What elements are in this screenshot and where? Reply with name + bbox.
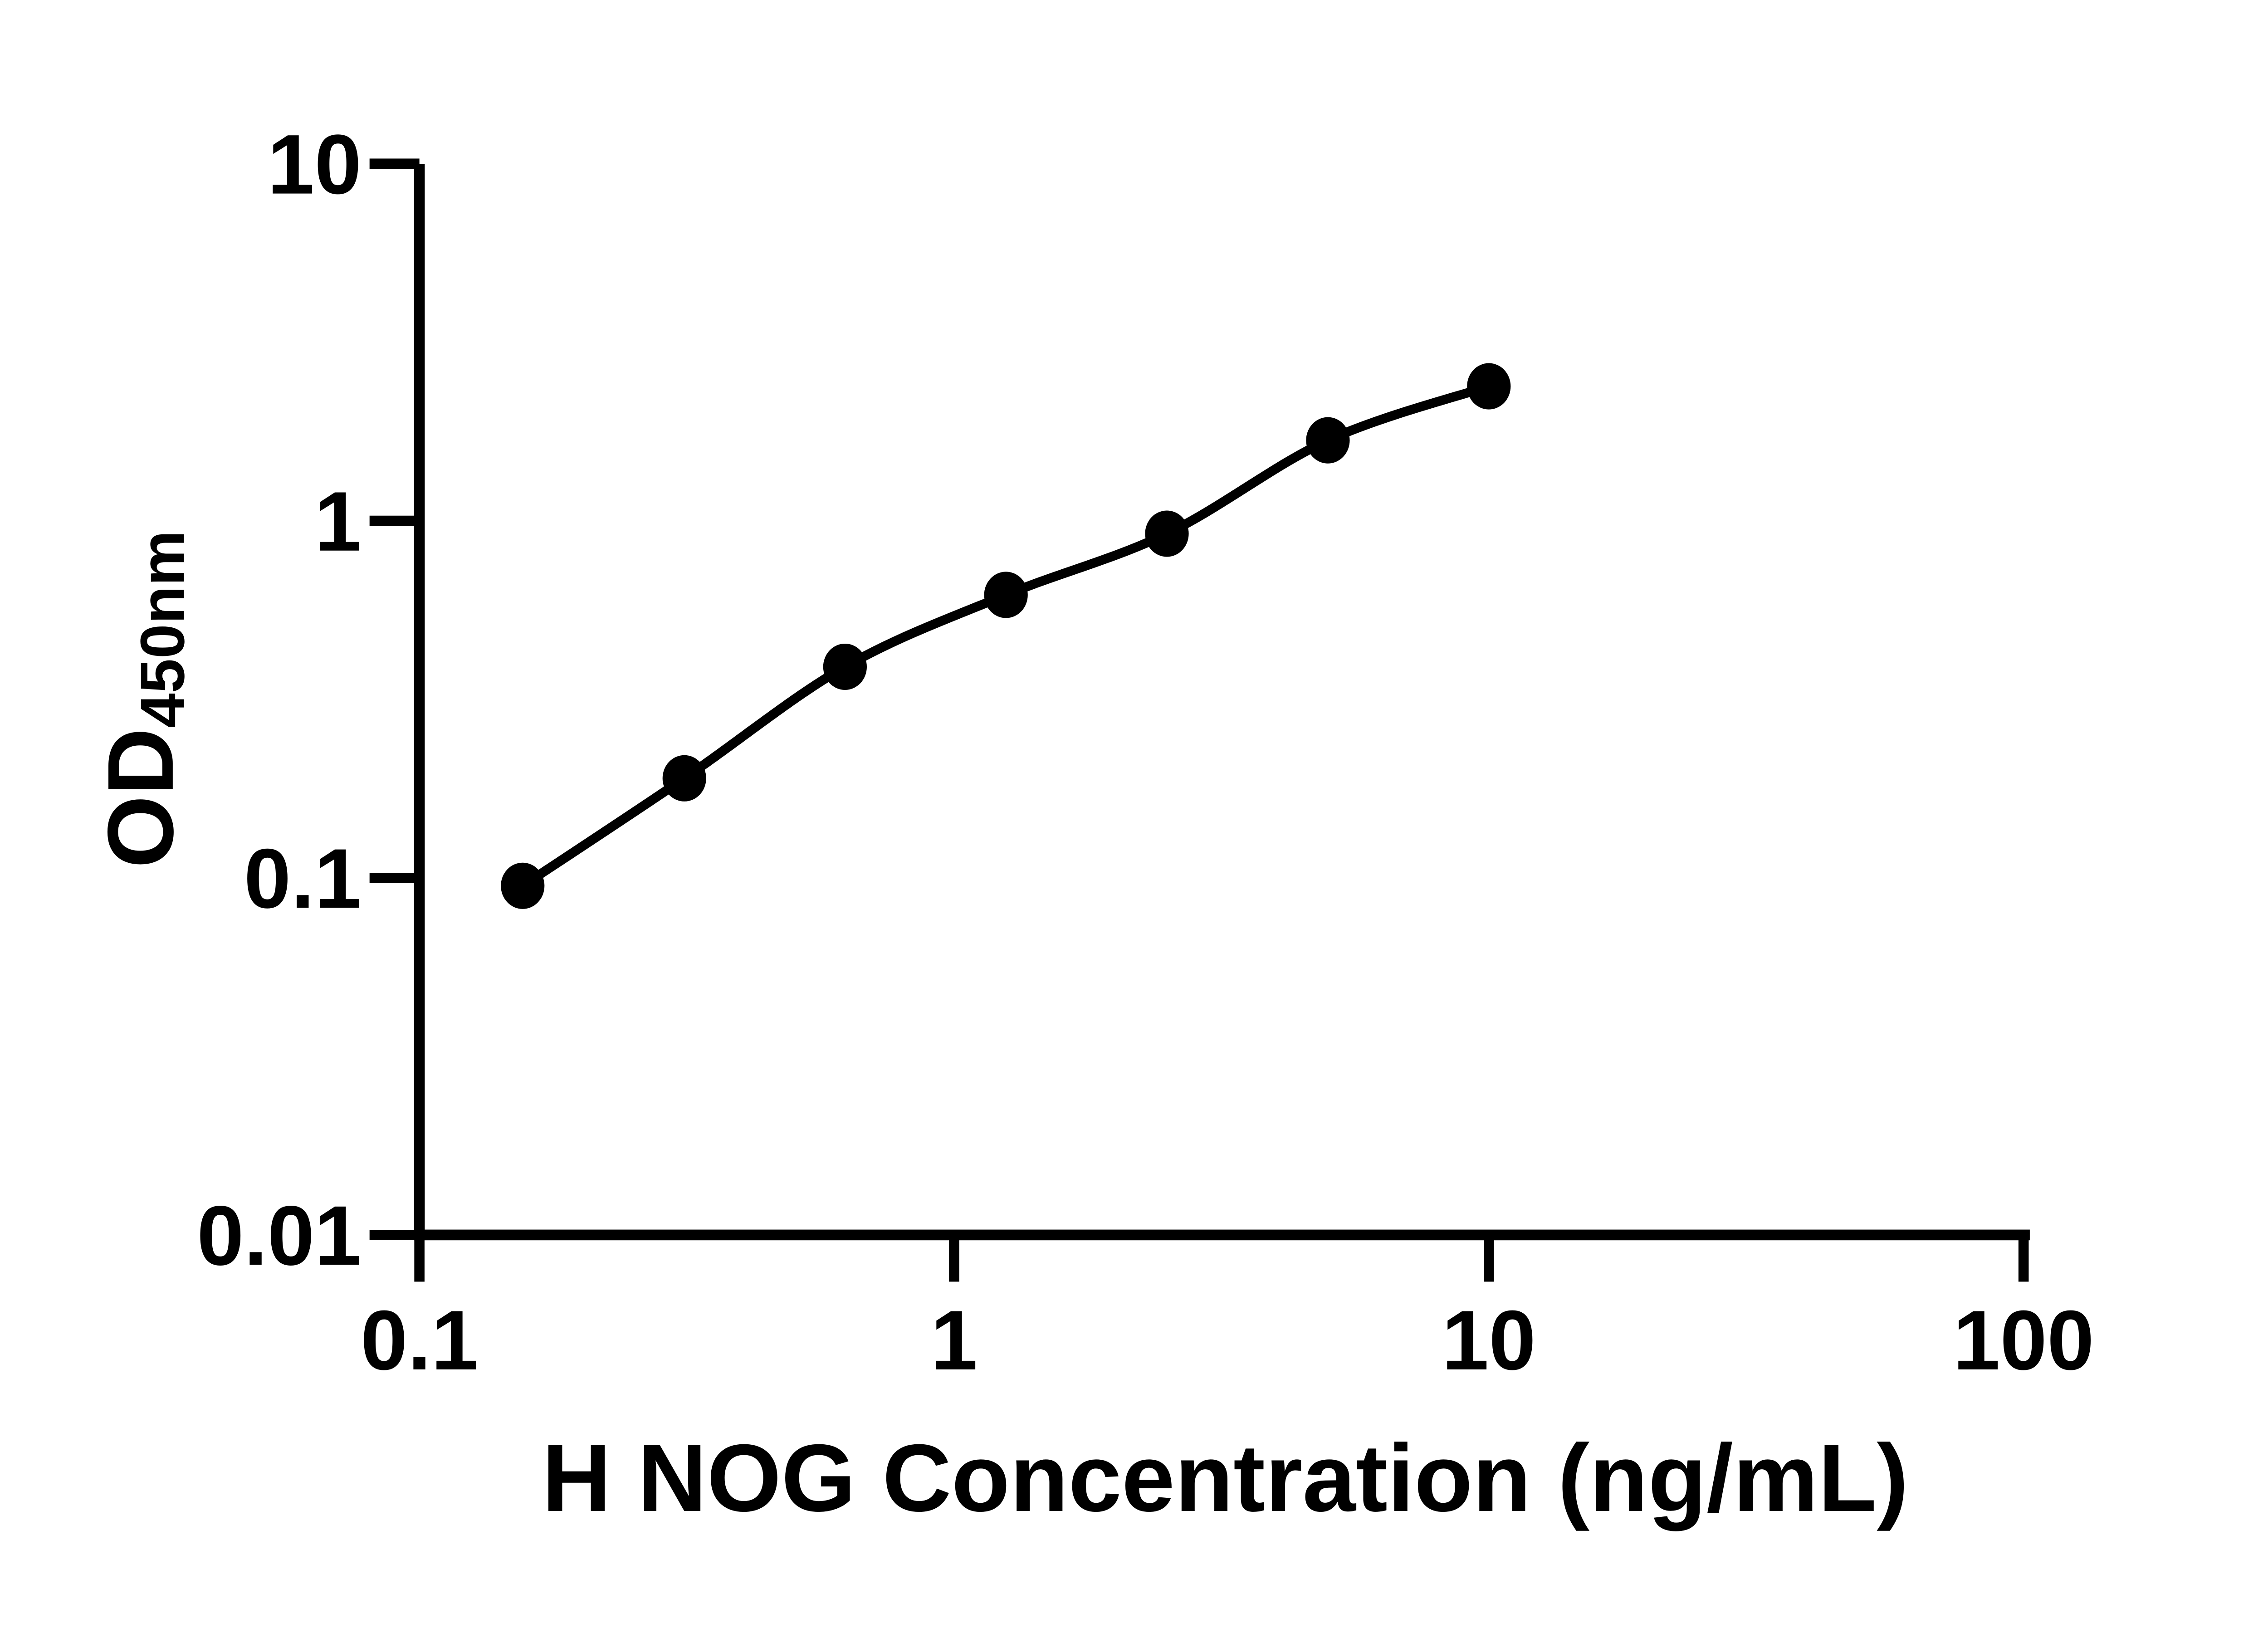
data-point: [501, 862, 545, 909]
x-tick-label: 100: [1953, 1293, 2094, 1388]
y-tick-label: 0.1: [244, 831, 362, 926]
y-tick-label: 10: [268, 117, 362, 212]
data-point: [1467, 363, 1511, 410]
y-axis-title-sub: 450nm: [128, 531, 197, 728]
x-tick-label: 1: [931, 1293, 978, 1388]
data-point: [984, 572, 1028, 618]
data-point: [1145, 510, 1189, 557]
y-axis-title: OD450nm: [88, 531, 198, 869]
x-tick-label: 0.1: [361, 1293, 478, 1388]
data-point: [662, 755, 706, 802]
data-point: [823, 644, 867, 690]
data-points: [501, 363, 1511, 909]
y-tick-label: 0.01: [197, 1188, 362, 1283]
y-axis-ticks: 10 1 0.1 0.01: [197, 117, 420, 1283]
x-axis-title: H NOG Concentration (ng/mL): [542, 1424, 1909, 1531]
data-point: [1306, 417, 1350, 464]
x-tick-label: 10: [1442, 1293, 1536, 1388]
fit-curve: [520, 382, 1491, 890]
elisa-standard-curve-chart: 10 1 0.1 0.01 0.1 1 10 100 H NOG Concentration…: [0, 15, 2268, 1618]
y-tick-label: 1: [314, 474, 362, 569]
y-axis-title-main: OD: [88, 728, 193, 868]
x-axis-ticks: 0.1 1 10 100: [361, 1235, 2094, 1388]
axis-spines: [414, 164, 2030, 1241]
